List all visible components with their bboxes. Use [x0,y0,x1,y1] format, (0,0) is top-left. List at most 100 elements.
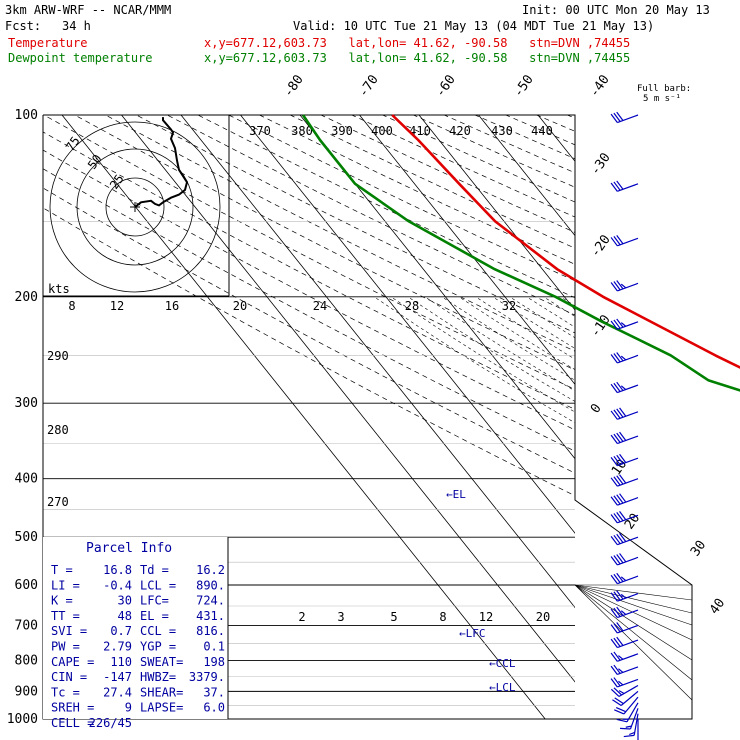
wind-barb-flag [613,573,621,583]
wind-barb-staff [617,282,639,292]
wind-barb-flag [610,410,618,420]
parcel-label: LI = [51,578,80,592]
wind-barb-staff [617,497,639,506]
lower-right-grid-line [574,584,693,614]
wind-barb-flag [616,636,624,646]
wind-barb [610,180,639,192]
pressure-tick-label: 200 [15,290,38,305]
mixing-ratio-tick-label: 3 [337,610,344,624]
wind-barb-staff [623,696,639,715]
theta-e-tick-label: 410 [409,124,431,138]
wind-barb-flag [613,651,621,661]
moist-adiabat-line [577,297,740,719]
parcel-label: SHEAR= [140,685,183,699]
theta-e-tick-label: 380 [291,124,313,138]
wind-barb-flag [616,718,628,723]
wind-barb-flag [610,678,618,688]
wind-barb [620,708,639,730]
wind-barb-flag [610,535,618,546]
parcel-label: SWEAT= [140,655,183,669]
parcel-value: 48 [118,609,132,623]
hodograph-ring [49,121,221,293]
isotherm-line [180,115,575,609]
hodograph-ring-label: 75 [63,134,83,154]
wind-barb-staff [617,114,639,124]
wind-barb-flag [610,383,618,393]
isotherm-line [121,115,575,683]
wind-barb-flag [616,180,624,190]
parcel-value: 16.2 [196,563,225,577]
lower-right-grid-line [574,584,693,661]
wind-barb-staff [618,684,639,697]
parcel-value: 9 [125,701,132,715]
wind-barb-flag [610,113,618,123]
isotherm-tick-label: -50 [511,72,537,100]
parcel-label: T = [51,563,73,577]
wind-barb-flag [616,590,624,600]
wind-barb-flag [614,697,624,705]
wind-barb-flag [618,668,624,673]
theta-tick-label: 280 [47,423,69,437]
wind-barb-flag [620,385,627,390]
parcel-value: 198 [203,655,225,669]
dewpoint-legend-info: x,y=677.12,603.73 lat,lon= 41.62, -90.58… [204,51,631,65]
parcel-value: 890. [196,578,225,592]
hodograph-ring [105,177,165,237]
wind-barb-flag [613,637,621,647]
parcel-value: 431. [196,609,225,623]
wind-barb-flag [613,353,621,363]
speed-scale-label: 8 [68,299,75,313]
pressure-tick-label: 600 [15,578,38,593]
wind-barb-flag [612,699,622,707]
wind-barb-flag [610,688,620,697]
parcel-value: 2.79 [103,640,132,654]
dry-adiabat-line [536,115,575,132]
wind-barb [610,453,639,467]
theta-e-tick-label: 440 [531,124,553,138]
parcel-label: EL = [140,609,169,623]
wind-barb [610,474,639,487]
wind-barb [610,622,639,634]
parcel-label: TT = [51,609,80,623]
wind-barb-staff [617,384,639,394]
wind-barb-flag [610,282,618,292]
wind-barb-flag [610,592,618,602]
wind-barb-flag [615,707,627,713]
wind-barb-flag [616,352,624,362]
dry-adiabat-line [382,115,575,203]
wind-barb-staff [617,514,639,524]
wind-barb-staff [629,708,639,730]
wind-barb-flag [610,354,618,364]
parcel-value: 816. [196,624,225,638]
pressure-tick-label: 1000 [7,712,38,727]
wind-barb-flag [620,355,627,361]
wind-barb [610,532,639,546]
hodograph-trace [134,117,189,208]
isotherm-tick-label: 0 [588,401,605,416]
wind-barb [614,696,639,715]
wind-barb-flag [616,111,624,121]
wind-barb-flag [610,182,618,192]
parcel-value: -147 [103,670,132,684]
wind-barb-flag [620,593,627,599]
wind-barb-flag [625,725,632,728]
parcel-label: CELL = [51,716,94,730]
wind-barb-flag [610,237,618,247]
wind-barb [610,352,639,364]
wind-barb-flag [613,591,621,601]
dewpoint-legend-label: Dewpoint temperature [8,51,153,65]
mixing-ratio-tick-label: 12 [479,610,493,624]
wind-barb-flag [613,495,621,505]
wind-barb-flag [610,434,618,444]
wind-barb-flag [613,455,621,466]
wind-barb-flag [616,512,624,522]
parcel-info-box [43,537,228,719]
wind-barb [610,381,639,394]
wind-barb-staff [620,690,639,706]
parcel-value: 3379. [189,670,225,684]
hodograph-units-label: kts [48,282,70,296]
pressure-tick-label: 400 [15,472,38,487]
moist-adiabat-line [424,296,575,392]
wind-barb-flag [613,677,621,687]
